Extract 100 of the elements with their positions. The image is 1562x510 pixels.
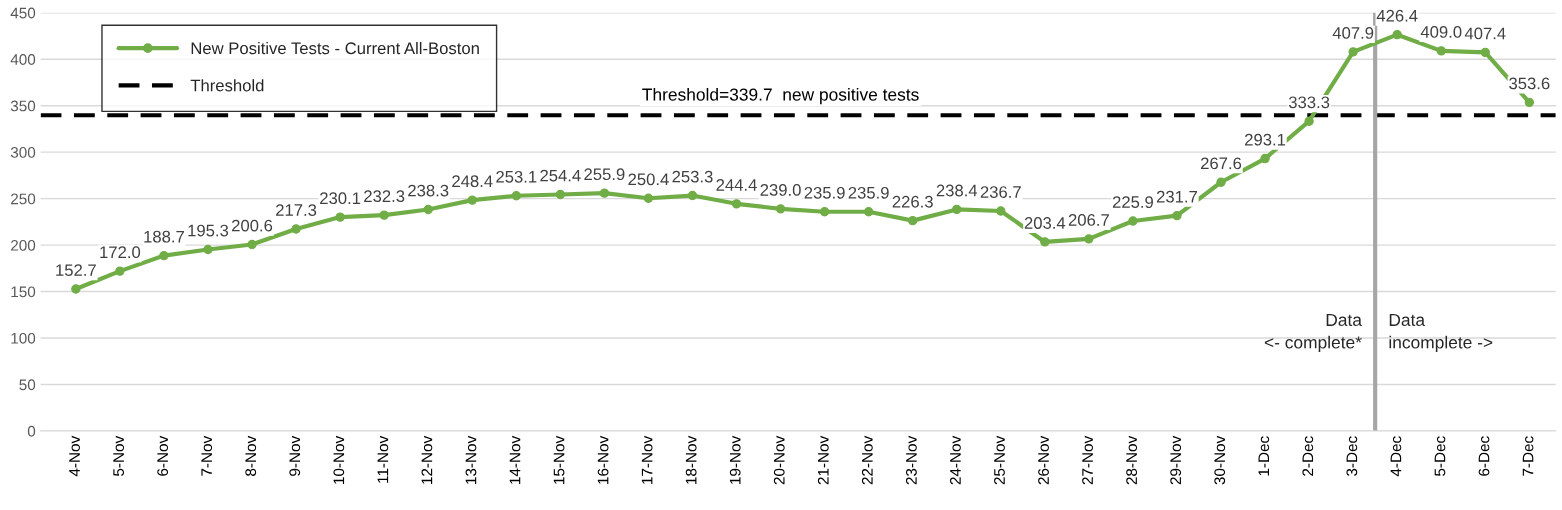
point [1084, 234, 1094, 244]
point [1392, 30, 1402, 40]
x-tick-label: 28-Nov [1126, 435, 1138, 485]
x-tick-label: 16-Nov [597, 435, 609, 484]
data-label: 236.7 [980, 186, 1021, 198]
data-label: 353.6 [1509, 77, 1550, 90]
y-tick-label: 450 [10, 7, 36, 19]
x-tick-label: 21-Nov [817, 435, 829, 485]
x-tick-label: 4-Nov [69, 435, 80, 477]
data-label: 217.3 [276, 204, 317, 216]
point [1304, 116, 1314, 126]
data-label: 235.9 [848, 186, 889, 199]
x-tick-label: 25-Nov [994, 435, 1005, 485]
data-label: 238.4 [936, 184, 978, 197]
legend-label: Threshold [190, 79, 264, 92]
point [555, 189, 566, 200]
x-tick-label: 15-Nov [553, 435, 565, 484]
x-tick-label: 22-Nov [861, 435, 873, 485]
point [1524, 97, 1535, 108]
data-label: 238.3 [408, 184, 449, 197]
data-label: 250.4 [628, 173, 669, 186]
y-tick-label: 50 [19, 379, 36, 391]
data-label: 226.3 [892, 195, 933, 208]
y-tick-label: 200 [11, 239, 36, 251]
point [908, 215, 918, 226]
x-tick-label: 24-Nov [950, 435, 961, 485]
data-label: 409.0 [1420, 26, 1462, 38]
x-tick-label: 2-Dec [1302, 436, 1314, 476]
point [511, 191, 521, 201]
y-tick-label: 250 [11, 193, 36, 205]
data-label: 172.0 [100, 246, 141, 259]
point [115, 266, 125, 276]
point [819, 207, 830, 217]
point [1480, 47, 1490, 58]
point [1216, 177, 1226, 187]
point [379, 210, 389, 220]
data-label: 333.3 [1288, 96, 1330, 109]
point [467, 195, 477, 205]
point [775, 204, 786, 214]
y-tick-label: 0 [27, 425, 36, 437]
legend-label: New Positive Tests - Current All-Boston [191, 41, 479, 55]
x-tick-label: 11-Nov [377, 435, 389, 483]
point [71, 284, 81, 294]
data-label: 426.4 [1376, 9, 1418, 22]
point [1260, 153, 1270, 164]
x-tick-label: 20-Nov [773, 435, 785, 485]
x-tick-label: 9-Nov [289, 435, 301, 476]
x-tick-label: 27-Nov [1082, 435, 1093, 485]
point [643, 193, 654, 203]
data-label: 188.7 [144, 230, 184, 243]
x-tick-label: 18-Nov [685, 435, 697, 484]
annotation: Threshold=339.7 new positive tests [642, 87, 919, 105]
data-label: 255.9 [584, 168, 625, 181]
x-tick-label: 29-Nov [1170, 435, 1182, 485]
x-tick-label: 4-Dec [1390, 436, 1402, 477]
point [423, 204, 433, 215]
point [952, 204, 962, 215]
data-label: 195.3 [188, 224, 229, 237]
point [863, 207, 874, 217]
data-label: 407.4 [1464, 27, 1506, 40]
data-label: 293.1 [1245, 133, 1286, 146]
data-label: 239.0 [760, 184, 801, 196]
x-tick-label: 30-Nov [1214, 435, 1226, 485]
point [1172, 210, 1182, 221]
point [687, 190, 698, 201]
data-label: 244.4 [716, 179, 757, 191]
data-label: 225.9 [1112, 196, 1153, 208]
x-tick-label: 13-Nov [465, 435, 477, 484]
x-tick-label: 8-Nov [245, 435, 257, 476]
data-label: 203.4 [1024, 217, 1066, 229]
x-tick-label: 10-Nov [333, 435, 345, 484]
data-label: 200.6 [232, 219, 273, 232]
y-tick-label: 150 [11, 286, 36, 298]
point [291, 224, 301, 234]
data-label: 407.9 [1332, 27, 1374, 39]
x-tick-label: 6-Nov [157, 435, 169, 476]
point [731, 199, 742, 209]
data-label: 253.3 [672, 170, 713, 183]
point [1128, 216, 1138, 226]
x-tick-label: 1-Dec [1258, 436, 1270, 476]
x-tick-label: 14-Nov [509, 435, 521, 484]
point [996, 206, 1006, 216]
point [1040, 237, 1050, 247]
point [335, 212, 345, 222]
point [1436, 46, 1446, 56]
x-tick-label: 12-Nov [421, 435, 433, 484]
point [203, 244, 213, 255]
x-tick-label: 26-Nov [1038, 435, 1049, 485]
data-label: 235.9 [804, 186, 845, 199]
point [599, 188, 610, 198]
y-tick-label: 300 [10, 147, 36, 158]
x-tick-label: 19-Nov [729, 435, 741, 484]
point [247, 239, 257, 250]
data-label: 267.6 [1201, 157, 1242, 170]
annotation: Data incomplete -> [1389, 313, 1493, 352]
data-label: 206.7 [1068, 214, 1109, 226]
data-label: 230.1 [320, 192, 361, 205]
data-label: 253.1 [496, 170, 537, 183]
x-tick-label: 17-Nov [641, 435, 653, 484]
x-tick-label: 3-Dec [1346, 436, 1358, 476]
